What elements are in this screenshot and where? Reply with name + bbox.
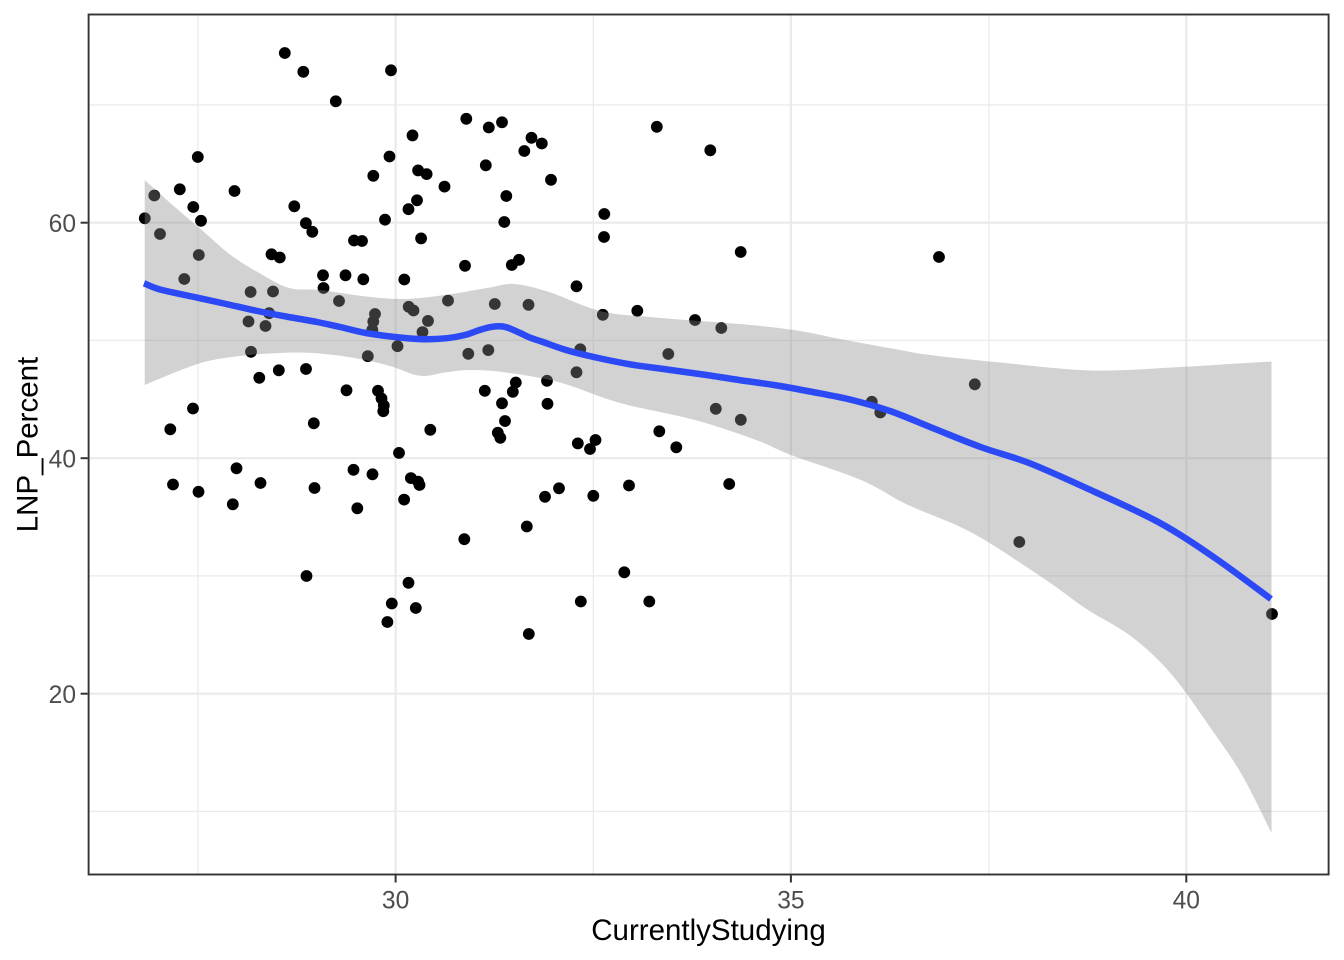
svg-text:40: 40 bbox=[1173, 888, 1200, 915]
svg-text:CurrentlyStudying: CurrentlyStudying bbox=[591, 914, 825, 947]
svg-text:LNP_Percent: LNP_Percent bbox=[11, 357, 44, 532]
svg-text:20: 20 bbox=[49, 682, 76, 709]
svg-text:40: 40 bbox=[49, 447, 76, 474]
svg-text:35: 35 bbox=[777, 888, 804, 915]
svg-text:30: 30 bbox=[382, 888, 409, 915]
svg-text:60: 60 bbox=[49, 211, 76, 238]
